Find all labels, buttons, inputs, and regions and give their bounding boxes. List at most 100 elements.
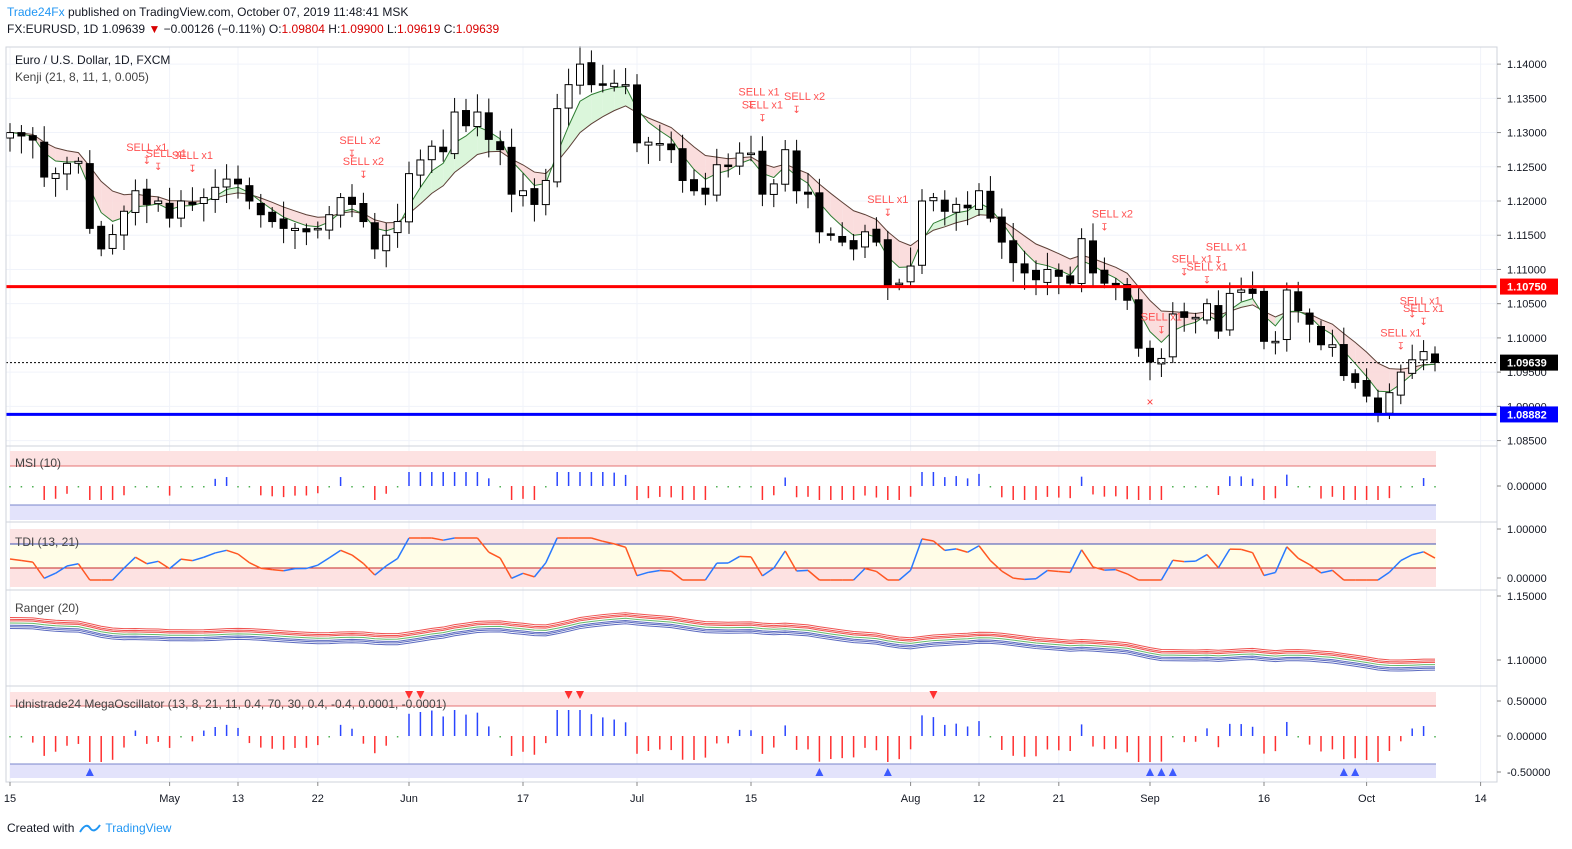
- candle-body: [177, 200, 185, 219]
- tdi-line-segment: [1013, 577, 1025, 581]
- candle-body: [405, 173, 413, 223]
- tdi-line-segment: [476, 537, 490, 553]
- author-link[interactable]: Trade24Fx: [7, 5, 65, 19]
- candle-body: [838, 235, 847, 243]
- change-value: −0.00126 (−0.11%): [163, 22, 266, 36]
- candle-body: [872, 228, 881, 243]
- tdi-line-segment: [898, 569, 912, 581]
- candle-body: [1066, 275, 1075, 284]
- red-level-tag-bg: [1500, 278, 1558, 295]
- tdi-line-segment: [157, 560, 171, 570]
- tdi-line-segment: [1206, 554, 1219, 569]
- candle-body: [986, 190, 995, 219]
- candle-body: [120, 210, 128, 236]
- candles[interactable]: [6, 46, 1439, 423]
- candle-body: [564, 84, 573, 109]
- kenji-cloud-segment: [67, 150, 79, 162]
- candle-body: [758, 150, 767, 195]
- time-tick-label: 21: [1053, 793, 1065, 805]
- sell-signal-label: SELL x1: [1172, 254, 1213, 266]
- candle-body: [370, 222, 379, 250]
- kenji-cloud-segment: [899, 241, 911, 268]
- candle-body: [1385, 392, 1394, 414]
- candle-body: [553, 108, 562, 183]
- time-tick-label: Aug: [901, 793, 921, 805]
- candle-body: [439, 146, 448, 153]
- tdi-line-segment: [761, 567, 775, 577]
- candle-body: [291, 227, 299, 231]
- candle-body: [325, 214, 334, 231]
- pane-tick-label: 1.00000: [1507, 524, 1547, 536]
- tdi-line-segment: [1115, 568, 1128, 575]
- msi-lower-zone: [10, 505, 1436, 520]
- tdi-line-segment: [1080, 549, 1094, 568]
- tradingview-brand[interactable]: TradingView: [105, 821, 172, 835]
- candle-body: [507, 146, 516, 195]
- red-level-tag: 1.10750: [1507, 282, 1547, 294]
- candle-body: [1374, 397, 1382, 414]
- candle-body: [1351, 373, 1360, 383]
- candle-body: [393, 221, 402, 234]
- candle-body: [576, 63, 584, 86]
- sell-signal-label: SELL x2: [343, 156, 384, 168]
- tdi-line-segment: [636, 571, 649, 577]
- tdi-line-segment: [704, 562, 718, 581]
- candle-body: [769, 183, 778, 195]
- candle-body: [1191, 316, 1200, 320]
- kenji-cloud-segment: [1138, 286, 1150, 332]
- pane-tick-label: 1.10000: [1507, 655, 1547, 667]
- tdi-line-segment: [511, 572, 524, 580]
- tdi-line-segment: [237, 553, 250, 564]
- candle-body: [781, 149, 790, 185]
- candle-body: [382, 234, 391, 252]
- candle-body: [530, 188, 539, 205]
- candle-body: [245, 185, 254, 202]
- osc-buy-triangle-icon: [85, 768, 94, 776]
- candle-body: [667, 143, 676, 151]
- time-tick-label: 16: [1258, 793, 1270, 805]
- pane-tick-label: 0.50000: [1507, 696, 1547, 708]
- candle-body: [997, 216, 1006, 243]
- levels: [6, 285, 1497, 416]
- tdi-line-segment: [351, 554, 364, 565]
- candle-body: [963, 204, 972, 209]
- candle-body: [1077, 238, 1086, 284]
- tdi-line-segment: [317, 557, 330, 566]
- tdi-line-segment: [192, 556, 205, 562]
- published-text: published on TradingView.com, October 07…: [67, 5, 409, 19]
- created-with-label: Created with: [7, 821, 75, 835]
- tdi-line-segment: [260, 567, 273, 571]
- candle-body: [268, 211, 277, 223]
- pane-tick-label: 1.15000: [1507, 591, 1547, 603]
- tdi-line-segment: [921, 538, 934, 542]
- tdi-line-segment: [545, 537, 558, 564]
- osc-buy-triangle-icon: [883, 768, 892, 776]
- osc-sell-triangle-icon: [405, 691, 413, 699]
- kenji-cloud-segment: [1355, 342, 1367, 377]
- tdi-line-segment: [431, 537, 444, 541]
- tdi-line-segment: [1286, 546, 1299, 559]
- tdi-line-segment: [1024, 577, 1037, 581]
- tdi-line-segment: [135, 556, 148, 565]
- msi-upper-zone: [10, 451, 1436, 466]
- time-tick-label: 15: [4, 793, 16, 805]
- time-tick-label: Oct: [1358, 793, 1375, 805]
- sell-signal-label: SELL x1: [1400, 296, 1441, 308]
- candle-body: [1408, 359, 1417, 374]
- candle-body: [701, 187, 710, 195]
- candle-body: [1271, 340, 1280, 344]
- sell-signal-label: SELL x1: [126, 142, 167, 154]
- tdi-line-segment: [396, 537, 410, 559]
- kenji-cloud-segment: [819, 184, 831, 216]
- candle-body: [211, 186, 220, 200]
- open-value: 1.09804: [281, 22, 325, 36]
- candle-body: [1248, 288, 1257, 294]
- candle-body: [359, 202, 368, 223]
- tdi-line-segment: [522, 572, 535, 578]
- candle-body: [416, 159, 425, 176]
- tdi-mid-zone: [10, 544, 1436, 568]
- candle-body: [1100, 269, 1109, 284]
- sell-arrow-icon: ↧: [1419, 317, 1427, 328]
- kenji-cloud-segment: [466, 126, 478, 164]
